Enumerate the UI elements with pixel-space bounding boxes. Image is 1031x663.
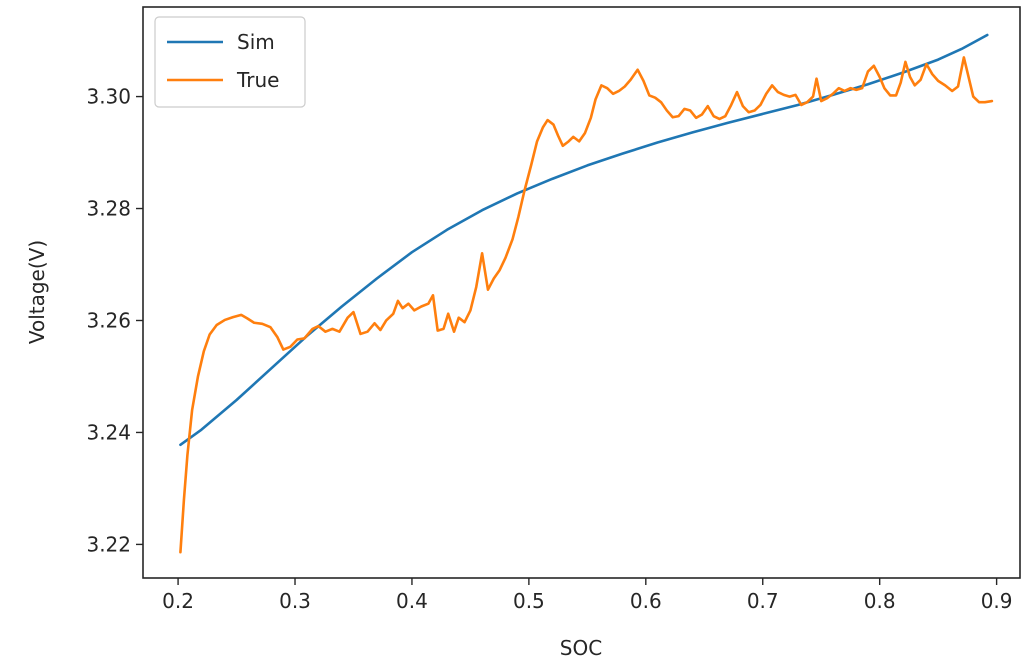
series-line-true — [179, 56, 994, 554]
x-axis: 0.2 0.3 0.4 0.5 0.6 0.7 0.8 0.9 — [162, 578, 1013, 613]
series-layer — [179, 33, 994, 554]
x-tick-label: 0.3 — [279, 589, 311, 613]
y-tick-label: 3.22 — [86, 532, 131, 556]
x-tick-label: 0.5 — [513, 589, 545, 613]
x-tick-label: 0.7 — [747, 589, 779, 613]
x-axis-label: SOC — [560, 636, 602, 660]
y-tick-label: 3.26 — [86, 308, 131, 332]
plot-frame — [142, 6, 1021, 579]
x-tick-label: 0.8 — [864, 589, 896, 613]
legend-box — [154, 16, 306, 108]
x-tick-label: 0.2 — [162, 589, 194, 613]
y-tick-label: 3.30 — [86, 85, 131, 109]
legend: Sim True — [154, 16, 306, 108]
x-tick-label: 0.9 — [981, 589, 1013, 613]
y-axis: 3.22 3.24 3.26 3.28 3.30 — [86, 85, 143, 556]
y-tick-label: 3.28 — [86, 197, 131, 221]
y-axis-label: Voltage(V) — [25, 240, 49, 344]
legend-label-true: True — [236, 68, 279, 92]
y-tick-label: 3.24 — [86, 420, 131, 444]
legend-label-sim: Sim — [237, 30, 275, 54]
x-tick-label: 0.4 — [396, 589, 428, 613]
x-tick-label: 0.6 — [630, 589, 662, 613]
